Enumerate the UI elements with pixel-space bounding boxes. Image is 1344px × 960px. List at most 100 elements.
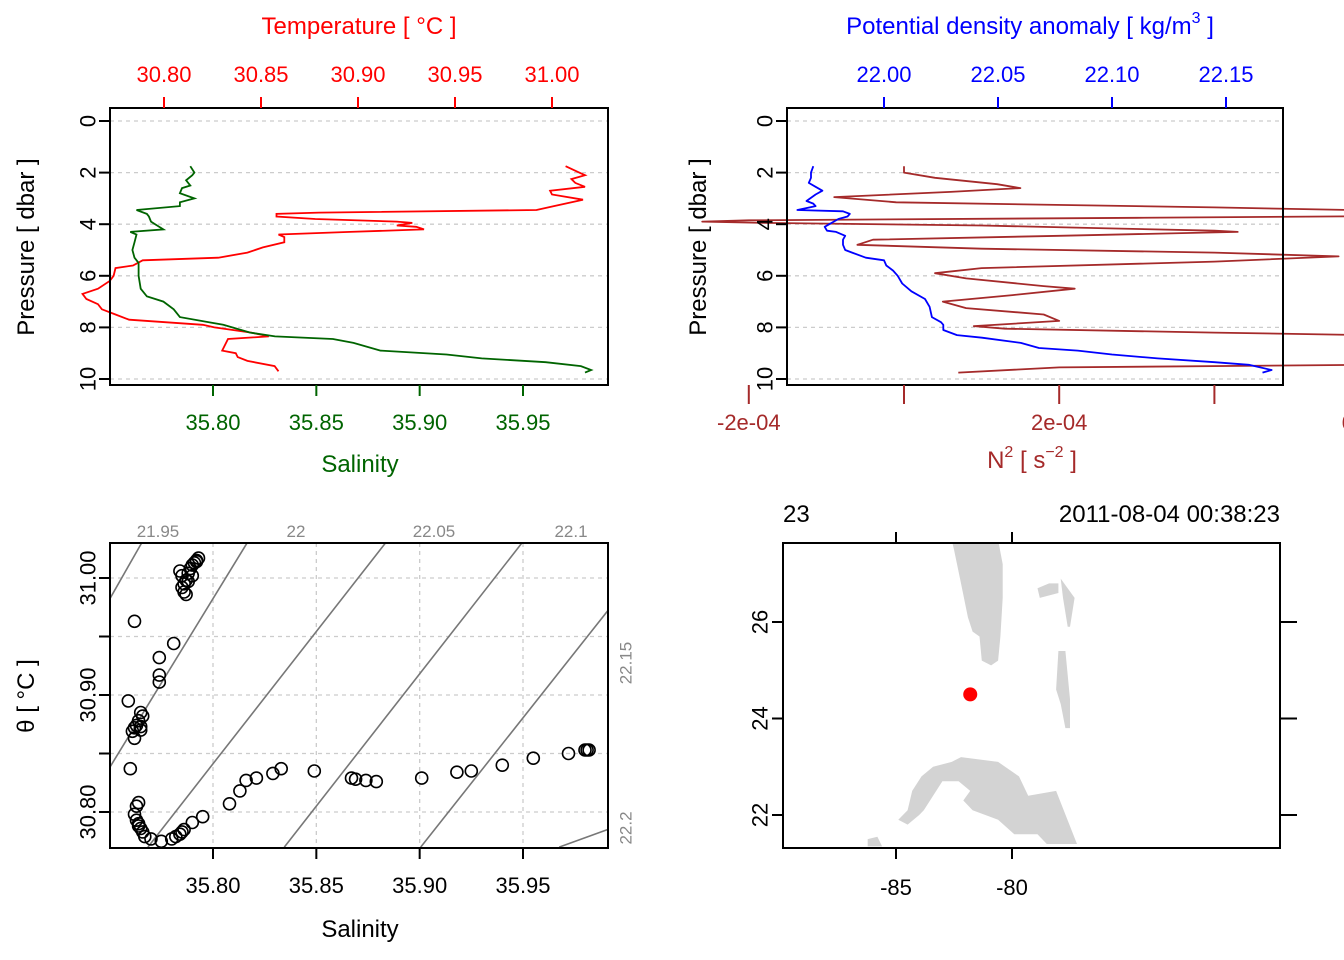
ts-point: [138, 829, 152, 844]
isopycnal-label-top: 22: [287, 522, 306, 541]
y-tick-label: 6: [76, 270, 101, 282]
ts-point: [166, 636, 181, 651]
longitude-tick-label: -85: [880, 875, 912, 900]
ts-point: [173, 827, 187, 842]
temperature-tick-label: 30.80: [136, 62, 191, 87]
y-tick-label: 4: [753, 218, 778, 230]
profile-lines: [81, 165, 594, 374]
latitude-tick-label: 24: [748, 706, 773, 730]
n2-axis-title: N2 [ s−2 ]: [987, 444, 1077, 474]
axes: 35.80 35.85 35.90 35.95 30.80 30.90 31.00 21.95…: [76, 522, 636, 898]
temperature-line: [81, 165, 588, 372]
salinity-tick-label: 35.80: [185, 410, 240, 435]
salinity-tick-label: 35.85: [289, 873, 344, 898]
plot-frame: [786, 107, 1284, 386]
axes: -85 -80 22 24 26: [748, 532, 1297, 900]
isopycnal-label-top: 22.05: [413, 522, 456, 541]
longitude-tick-label: -80: [996, 875, 1028, 900]
station-time-label: 2011-08-04 00:38:23: [1059, 501, 1280, 528]
latitude-tick-label: 22: [748, 803, 773, 827]
ts-point: [123, 761, 138, 776]
ts-point: [127, 614, 142, 629]
ts-point: [152, 668, 167, 682]
land-bahamas-a: [1037, 583, 1059, 598]
temperature-tick-label: 30.85: [233, 62, 288, 87]
n2-tick-label: -2e-04: [717, 410, 781, 435]
density-tick-label: 22.00: [856, 62, 911, 87]
pressure-axis-title: Pressure [ dbar ]: [685, 158, 712, 335]
n2-tick-label: 2e-04: [1031, 410, 1087, 435]
density-tick-label: 22.15: [1198, 62, 1253, 87]
ts-point: [495, 758, 510, 773]
panel-station-map: -85 -80 22 24 26 23 2011-08-04 00:38:23: [748, 501, 1297, 900]
land-cuba: [898, 757, 1077, 844]
density-tick-label: 22.10: [1084, 62, 1139, 87]
ts-point: [127, 731, 142, 746]
salinity-line: [129, 165, 594, 374]
temperature-axis-title: Temperature [ °C ]: [262, 13, 457, 40]
density-tick-label: 22.05: [970, 62, 1025, 87]
axes: 22.00 22.05 22.10 22.15 -2e-04 2e-04 6e-04 0 2 4 6…: [717, 62, 1344, 435]
land-bahamas-b: [1060, 578, 1075, 627]
salinity-tick-label: 35.95: [495, 410, 550, 435]
ts-point: [222, 796, 237, 811]
ts-point: [561, 746, 576, 761]
profile-lines: [701, 165, 1344, 374]
theta-tick-label: 30.80: [76, 784, 101, 839]
temperature-tick-label: 31.00: [524, 62, 579, 87]
y-tick-label: 6: [753, 270, 778, 282]
y-tick-label: 10: [76, 367, 101, 391]
y-tick-label: 0: [76, 115, 101, 127]
ts-point: [464, 764, 479, 778]
map-frame: [782, 542, 1281, 849]
ts-point: [526, 751, 541, 766]
y-tick-label: 4: [76, 218, 101, 230]
station-marker-layer: [963, 687, 978, 702]
isopycnal-label-top: 21.95: [137, 522, 180, 541]
theta-tick-label: 31.00: [76, 550, 101, 605]
ts-point: [129, 799, 144, 814]
y-tick-label: 0: [753, 115, 778, 127]
salinity-tick-label: 35.85: [289, 410, 344, 435]
ts-point: [125, 724, 140, 739]
ts-point: [307, 764, 322, 778]
isopycnal-line: [147, 543, 387, 848]
ts-point: [414, 771, 429, 785]
theta-axis-title: θ [ °C ]: [13, 659, 40, 733]
density-line: [796, 165, 1273, 374]
salinity-axis-title: Salinity: [321, 916, 398, 943]
isopycnal-line: [558, 828, 608, 848]
salinity-tick-label: 35.90: [392, 410, 447, 435]
panel-salinity-temperature-profile: 30.80 30.85 30.90 30.95 31.00 35.80 35.85 35.90…: [13, 13, 609, 478]
station-id-label: 23: [783, 501, 810, 528]
temperature-tick-label: 30.90: [330, 62, 385, 87]
isopycnal-line: [420, 610, 608, 848]
ts-point: [582, 743, 596, 757]
n2-line: [701, 166, 1344, 374]
isopycnal-line: [110, 543, 143, 600]
ts-point: [135, 709, 150, 723]
temperature-tick-label: 30.95: [427, 62, 482, 87]
y-tick-label: 10: [753, 367, 778, 391]
coastline-land: [867, 543, 1077, 847]
panel-density-n2-profile: 22.00 22.05 22.10 22.15 -2e-04 2e-04 6e-04 0 2 4 6…: [685, 10, 1344, 474]
ts-point: [181, 574, 195, 589]
isopycnal-label-right: 22.2: [617, 811, 636, 844]
ts-point: [185, 815, 200, 830]
ts-point: [195, 809, 210, 824]
ts-point: [179, 587, 193, 602]
salinity-tick-label: 35.95: [495, 873, 550, 898]
isopycnal-label-top: 22.1: [554, 522, 587, 541]
ts-point: [239, 773, 253, 788]
ts-point: [274, 761, 289, 776]
y-tick-label: 8: [76, 321, 101, 333]
land-yucatan: [867, 836, 883, 847]
ts-point: [359, 773, 373, 788]
land-florida: [952, 543, 1003, 666]
n2-tick-label: 6e-04: [1341, 410, 1344, 435]
pressure-axis-title: Pressure [ dbar ]: [13, 158, 40, 335]
latitude-tick-label: 26: [748, 610, 773, 634]
salinity-axis-title: Salinity: [321, 451, 398, 478]
theta-tick-label: 30.90: [76, 667, 101, 722]
